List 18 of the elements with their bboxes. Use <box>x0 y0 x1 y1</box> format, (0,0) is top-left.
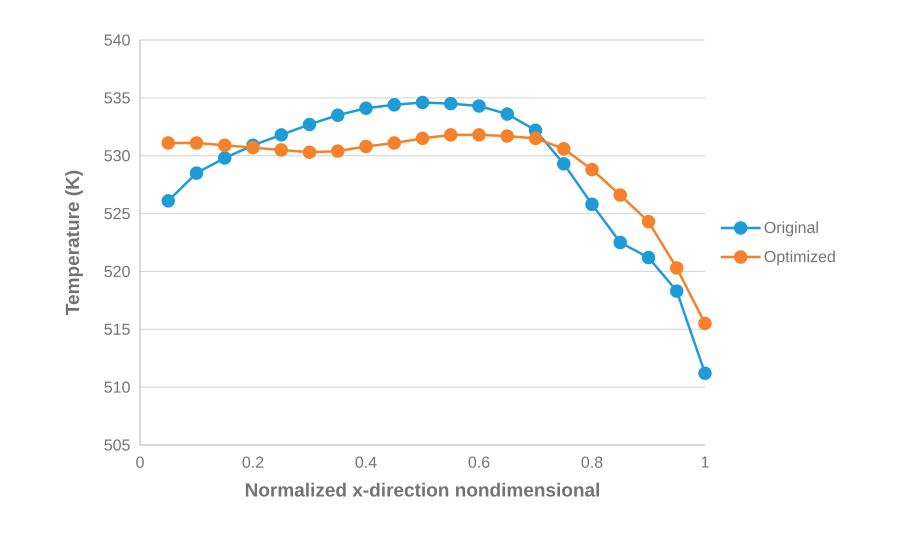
x-tick-label: 0 <box>136 456 144 468</box>
y-tick-label: 525 <box>104 208 130 220</box>
y-tick-label: 535 <box>104 92 130 104</box>
y-tick-label: 530 <box>104 150 130 162</box>
y-tick-label: 505 <box>104 439 130 451</box>
x-tick-label: 0.6 <box>468 456 490 468</box>
legend-label: Optimized <box>764 250 835 266</box>
x-tick-label: 0.2 <box>242 456 264 468</box>
y-tick-label: 515 <box>104 324 130 335</box>
x-tick-label: 0.4 <box>356 456 377 468</box>
x-tick-label: 1 <box>702 456 709 468</box>
x-tick-label: 0.8 <box>582 456 602 468</box>
y-tick-label: 510 <box>104 381 130 393</box>
y-axis-title: Temperature (K) <box>65 170 83 315</box>
y-tick-label: 540 <box>104 34 130 46</box>
legend-label: Original <box>764 221 818 236</box>
y-tick-label: 520 <box>104 266 130 278</box>
x-axis-title: Normalized x-direction nondimensional <box>246 482 600 497</box>
